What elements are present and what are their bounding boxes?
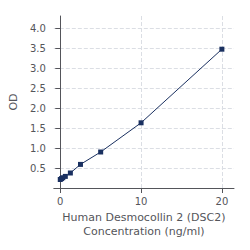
svg-text:Human Desmocollin 2 (DSC2): Human Desmocollin 2 (DSC2) [62, 211, 225, 224]
svg-text:2.0: 2.0 [30, 103, 46, 114]
svg-text:Concentration (ng/ml): Concentration (ng/ml) [83, 225, 204, 238]
svg-text:0: 0 [57, 196, 63, 207]
svg-text:10: 10 [135, 196, 148, 207]
svg-text:2.5: 2.5 [30, 83, 46, 94]
svg-text:3.0: 3.0 [30, 63, 46, 74]
svg-text:4.0: 4.0 [30, 23, 46, 34]
svg-text:1.0: 1.0 [30, 143, 46, 154]
svg-text:20: 20 [216, 196, 229, 207]
svg-text:OD: OD [7, 93, 20, 110]
svg-text:1.5: 1.5 [30, 123, 46, 134]
svg-text:0.5: 0.5 [30, 163, 46, 174]
svg-text:3.5: 3.5 [30, 43, 46, 54]
